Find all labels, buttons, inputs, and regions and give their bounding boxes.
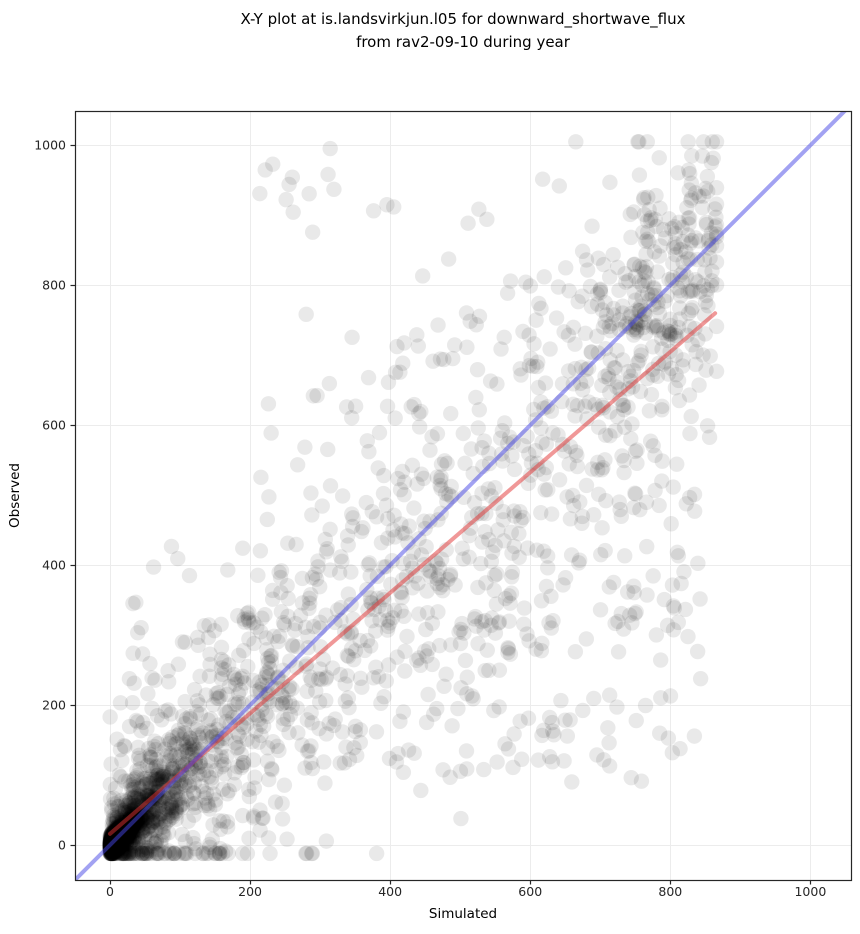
- y-tick-label: 600: [42, 417, 66, 433]
- x-tick-label: 200: [238, 884, 263, 899]
- y-tick-label: 0: [58, 837, 66, 853]
- y-tick-label: 800: [42, 277, 66, 293]
- x-axis-label: Simulated: [428, 906, 498, 922]
- x-tick-label: 600: [518, 884, 543, 899]
- x-tick-label: 0: [106, 884, 114, 899]
- x-tick-label: 1000: [794, 884, 827, 899]
- chart-title: X-Y plot at is.landsvirkjun.l05 for down…: [75, 8, 851, 54]
- y-tick-label: 200: [42, 697, 66, 713]
- y-tick-label: 400: [42, 557, 66, 573]
- chart-title-line2: from rav2-09-10 during year: [356, 33, 570, 51]
- y-axis-label: Observed: [7, 463, 23, 528]
- x-tick-label: 400: [378, 884, 403, 899]
- chart-title-line1: X-Y plot at is.landsvirkjun.l05 for down…: [240, 10, 686, 28]
- x-tick-label: 800: [658, 884, 683, 899]
- y-tick-label: 1000: [34, 137, 66, 153]
